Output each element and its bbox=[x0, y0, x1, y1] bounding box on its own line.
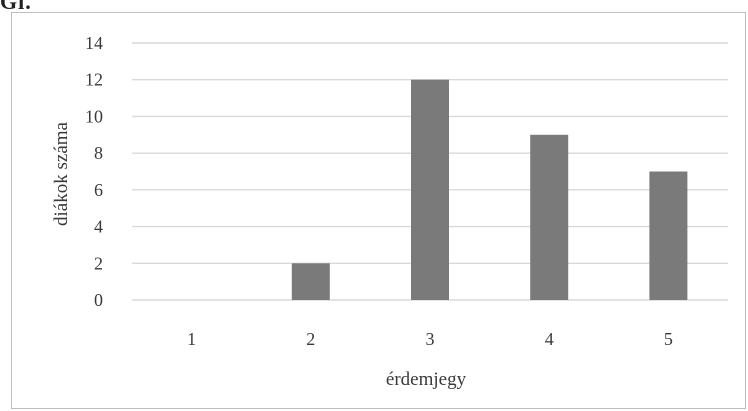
y-tick-label: 6 bbox=[94, 180, 103, 200]
x-tick-label: 2 bbox=[306, 329, 315, 349]
x-tick-label: 3 bbox=[426, 329, 435, 349]
y-tick-label: 14 bbox=[85, 33, 103, 53]
y-tick-label: 2 bbox=[94, 253, 103, 273]
x-tick-label: 1 bbox=[187, 329, 196, 349]
x-axis-title: érdemjegy bbox=[386, 369, 467, 390]
chart-frame bbox=[11, 12, 746, 409]
bar-2 bbox=[291, 263, 330, 300]
y-tick-labels: 0 2 4 6 8 10 12 14 bbox=[85, 33, 103, 310]
corner-label: Gl. bbox=[0, 0, 32, 14]
x-tick-label: 5 bbox=[664, 329, 673, 349]
bars bbox=[291, 79, 688, 300]
y-tick-label: 8 bbox=[94, 143, 103, 163]
y-tick-label: 12 bbox=[85, 70, 103, 90]
bar-4 bbox=[530, 134, 569, 300]
y-axis-title: diákok száma bbox=[51, 121, 72, 226]
bar-5 bbox=[649, 171, 688, 300]
x-tick-labels: 1 2 3 4 5 bbox=[187, 329, 673, 349]
y-tick-label: 10 bbox=[85, 106, 103, 126]
x-tick-label: 4 bbox=[545, 329, 554, 349]
bar-3 bbox=[411, 79, 449, 300]
y-tick-label: 4 bbox=[94, 217, 103, 237]
y-tick-label: 0 bbox=[94, 290, 103, 310]
